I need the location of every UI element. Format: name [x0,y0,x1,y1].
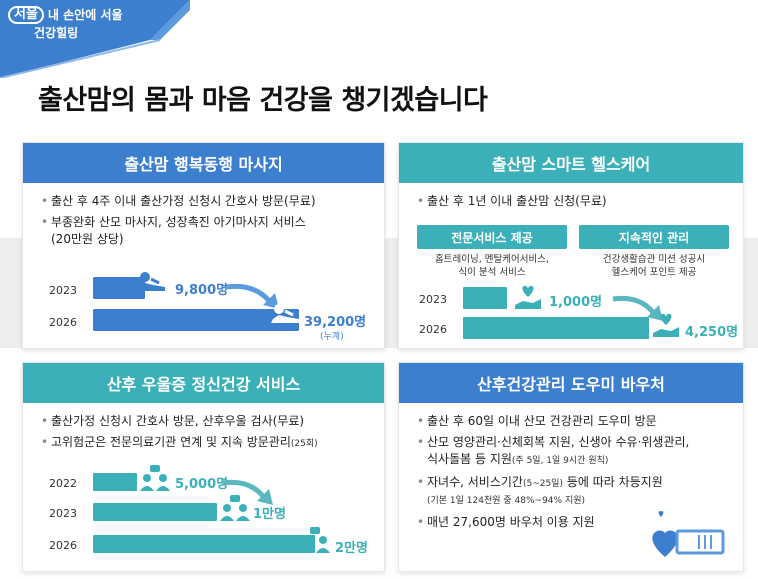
mental-bar-2022 [93,473,137,491]
massage-bullet-2-line1: 부종완화 산모 마사지, 성장촉진 아기마사지 서비스 [51,215,306,229]
pill-continuous-care: 지속적인 관리 [579,225,729,249]
healthcare-value-2023: 1,000명 [549,295,603,310]
massage-value-2023: 9,800명 [175,283,229,298]
heart-voucher-icon [652,511,725,557]
mental-value-2022: 5,000명 [175,477,229,492]
massage-person-icon [137,272,165,291]
pill-professional-desc: 홈트레이닝, 멘탈케어서비스, 식이 분석 서비스 [417,253,567,279]
mental-arrow-icon [222,479,273,505]
mental-bullet-1: 출산가정 신청시 간호사 방문, 산후우울 검사(무료) [41,413,384,430]
healthcare-arrow-icon [612,295,663,321]
massage-year-2026: 2026 [49,316,77,329]
massage-bullet-1: 출산 후 4주 이내 출산가정 신청시 간호사 방문(무료) [41,193,384,210]
mental-bullet-2-main: 고위험군은 전문의료기관 연계 및 지속 방문관리 [51,435,291,449]
brand-ribbon-shape [0,0,190,78]
massage-arrow-icon [226,283,279,309]
pill-professional-desc-line2: 식이 분석 서비스 [458,267,526,278]
massage-bar-2026 [93,309,299,331]
pill-professional-desc-line1: 홈트레이닝, 멘탈케어서비스, [435,254,549,265]
healthcare-value-2026: 4,250명 [685,325,739,340]
voucher-bullet-3-small: (5~25일) [522,479,563,489]
mental-year-2023: 2023 [49,507,77,520]
brand-ribbon: 서울 내 손안에 서울 건강힐링 [0,0,190,78]
mental-value-2026: 2만명 [335,541,368,556]
healthcare-bar-2026 [463,317,649,339]
brand-line1: 내 손안에 서울 [47,8,123,22]
mental-year-2022: 2022 [49,477,77,490]
pill-continuous-desc: 건강생활습관 미션 성공시 헬스케어 포인트 제공 [579,253,729,279]
card-massage-header: 출산맘 행복동행 마사지 [23,143,384,183]
massage-note: (누계) [320,332,344,342]
heart-hand-icon-2 [653,313,679,337]
massage-bullet-2-line2: (20만원 상당) [51,232,124,246]
pill-continuous-desc-line2: 헬스케어 포인트 제공 [611,267,697,278]
card-voucher: 산후건강관리 도우미 바우처 출산 후 60일 이내 산모 건강관리 도우미 방… [398,362,744,572]
voucher-bullet-4: 매년 27,600명 바우처 이용 지원 [417,514,743,531]
pill-professional-service: 전문서비스 제공 [417,225,567,249]
mental-bar-2026 [93,535,315,553]
page-title: 출산맘의 몸과 마음 건강을 챙기겠습니다 [38,85,488,116]
heart-hand-icon [515,285,541,309]
massage-bar-2023 [93,277,145,299]
voucher-bullet-3-main: 자녀수, 서비스기간 [427,475,523,489]
healthcare-year-2026: 2026 [419,323,447,336]
brand-line2: 건강힐링 [34,26,79,40]
pill-continuous-desc-line1: 건강생활습관 미션 성공시 [602,254,706,265]
voucher-bullet-2-small: (주 5일, 1일 9시간 원칙) [511,456,609,466]
card-massage: 출산맘 행복동행 마사지 출산 후 4주 이내 출산가정 신청시 간호사 방문(… [22,142,385,349]
voucher-bullet-3-sub: (기본 1일 124천원 중 48%~94% 지원) [427,496,586,506]
card-healthcare: 출산맘 스마트 헬스케어 출산 후 1년 이내 출산맘 신청(무료) 전문서비스… [398,142,744,349]
massage-person-icon-2 [271,304,299,323]
voucher-bullet-3-rest: 등에 따라 차등지원 [562,475,663,489]
counseling-people-icon [140,465,170,491]
voucher-bullet-1: 출산 후 60일 이내 산모 건강관리 도우미 방문 [417,413,743,430]
voucher-bullet-2-line2: 식사돌봄 등 지원 [427,452,512,466]
voucher-bullet-2: 산모 영양관리·신체회복 지원, 신생아 수유·위생관리, 식사돌봄 등 지원(… [417,434,743,470]
card-mental-health: 산후 우울증 정신건강 서비스 출산가정 신청시 간호사 방문, 산후우울 검사… [22,362,385,572]
mental-value-2023: 1만명 [253,507,286,522]
mental-bullet-2-small: (25회) [290,439,318,449]
massage-year-2023: 2023 [49,284,77,297]
mental-year-2026: 2026 [49,539,77,552]
healthcare-year-2023: 2023 [419,293,447,306]
mental-bullet-2: 고위험군은 전문의료기관 연계 및 지속 방문관리(25회) [41,434,384,453]
counseling-people-icon-3 [300,527,330,553]
voucher-bullet-2-line1: 산모 영양관리·신체회복 지원, 신생아 수유·위생관리, [427,435,690,449]
voucher-bullet-3: 자녀수, 서비스기간(5~25일) 등에 따라 차등지원 (기본 1일 124천… [417,474,743,510]
mental-bar-2023 [93,503,217,521]
counseling-people-icon-2 [220,495,250,521]
card-mental-header: 산후 우울증 정신건강 서비스 [23,363,384,403]
card-voucher-header: 산후건강관리 도우미 바우처 [399,363,743,403]
card-healthcare-header: 출산맘 스마트 헬스케어 [399,143,743,183]
healthcare-bullet-1: 출산 후 1년 이내 출산맘 신청(무료) [417,193,743,210]
healthcare-bar-2023 [463,287,507,309]
seoul-logo: 서울 [8,6,44,24]
massage-bullet-2: 부종완화 산모 마사지, 성장촉진 아기마사지 서비스 (20만원 상당) [41,214,384,248]
massage-value-2026: 39,200명 [304,315,367,330]
